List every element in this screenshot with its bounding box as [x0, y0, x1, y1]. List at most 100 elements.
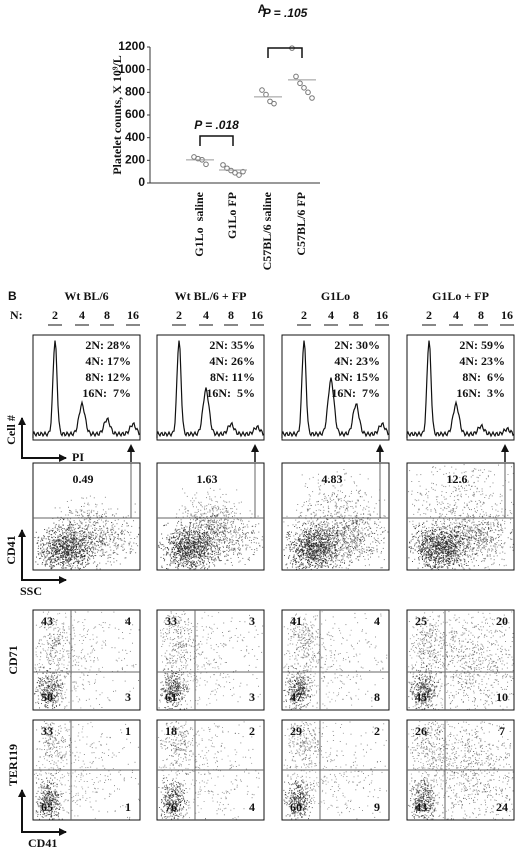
event-dot: [195, 563, 197, 565]
event-dot: [75, 690, 77, 692]
event-dot: [55, 548, 56, 550]
event-dot: [54, 644, 56, 646]
event-dot: [35, 801, 37, 803]
event-dot: [56, 552, 58, 554]
event-dot: [204, 541, 206, 543]
event-dot: [94, 681, 96, 683]
event-dot: [75, 611, 77, 613]
event-dot: [186, 563, 188, 565]
event-dot: [215, 501, 217, 502]
event-dot: [85, 537, 87, 539]
event-dot: [203, 553, 205, 555]
event-dot: [202, 539, 204, 541]
event-dot: [56, 540, 58, 542]
event-dot: [185, 511, 187, 513]
event-dot: [39, 768, 41, 770]
event-dot: [197, 552, 199, 553]
event-dot: [198, 524, 200, 526]
event-dot: [62, 628, 64, 630]
event-dot: [91, 533, 93, 535]
event-dot: [79, 521, 81, 523]
event-dot: [54, 682, 56, 684]
event-dot: [102, 640, 104, 642]
event-dot: [66, 561, 68, 563]
event-dot: [217, 530, 219, 532]
event-dot: [180, 545, 182, 547]
event-dot: [200, 552, 202, 554]
event-dot: [51, 736, 53, 737]
event-dot: [94, 817, 96, 819]
event-dot: [81, 672, 83, 674]
event-dot: [62, 561, 64, 563]
event-dot: [42, 791, 44, 793]
event-dot: [79, 545, 81, 547]
event-dot: [49, 539, 51, 541]
event-dot: [62, 540, 64, 542]
event-dot: [173, 533, 175, 534]
event-dot: [59, 541, 61, 543]
event-dot: [49, 633, 51, 635]
event-dot: [61, 746, 63, 748]
event-dot: [55, 680, 57, 682]
event-dot: [41, 703, 42, 704]
event-dot: [190, 514, 192, 515]
event-dot: [48, 772, 50, 774]
event-dot: [186, 537, 188, 539]
event-dot: [41, 681, 43, 683]
event-dot: [168, 541, 170, 543]
event-dot: [223, 532, 224, 534]
event-dot: [161, 567, 163, 568]
event-dot: [95, 503, 96, 505]
event-dot: [54, 656, 56, 657]
event-dot: [43, 667, 45, 669]
event-dot: [194, 550, 196, 552]
event-dot: [54, 737, 55, 739]
event-dot: [199, 542, 201, 544]
event-dot: [41, 549, 43, 551]
event-dot: [242, 529, 244, 531]
event-dot: [167, 547, 168, 549]
event-dot: [104, 544, 106, 545]
event-dot: [90, 548, 91, 550]
event-dot: [55, 811, 57, 813]
event-dot: [203, 549, 204, 551]
event-dot: [65, 559, 66, 561]
event-dot: [188, 548, 190, 550]
event-dot: [118, 534, 119, 536]
event-dot: [113, 536, 115, 538]
event-dot: [189, 547, 191, 548]
event-dot: [72, 551, 74, 553]
event-dot: [68, 812, 70, 814]
event-dot: [221, 534, 223, 536]
event-dot: [43, 535, 45, 537]
ploidy-tick: 2: [176, 308, 182, 322]
event-dot: [44, 790, 46, 791]
event-dot: [103, 752, 105, 754]
event-dot: [110, 528, 112, 530]
event-dot: [173, 540, 175, 542]
event-dot: [125, 723, 127, 725]
event-dot: [199, 532, 201, 534]
event-dot: [241, 523, 242, 525]
event-dot: [86, 633, 88, 635]
event-dot: [64, 694, 66, 696]
event-dot: [60, 540, 62, 542]
event-dot: [93, 521, 94, 523]
event-dot: [87, 611, 89, 613]
event-dot: [53, 806, 55, 808]
event-dot: [211, 515, 213, 517]
event-dot: [87, 786, 89, 788]
event-dot: [67, 664, 69, 666]
event-dot: [226, 549, 228, 551]
event-dot: [55, 798, 57, 800]
event-dot: [197, 559, 199, 561]
event-dot: [53, 689, 54, 691]
event-dot: [108, 795, 110, 797]
event-dot: [198, 543, 200, 545]
event-dot: [171, 533, 173, 535]
event-dot: [59, 703, 61, 705]
event-dot: [53, 547, 54, 549]
event-dot: [58, 689, 60, 691]
event-dot: [205, 543, 207, 545]
event-dot: [43, 697, 45, 699]
